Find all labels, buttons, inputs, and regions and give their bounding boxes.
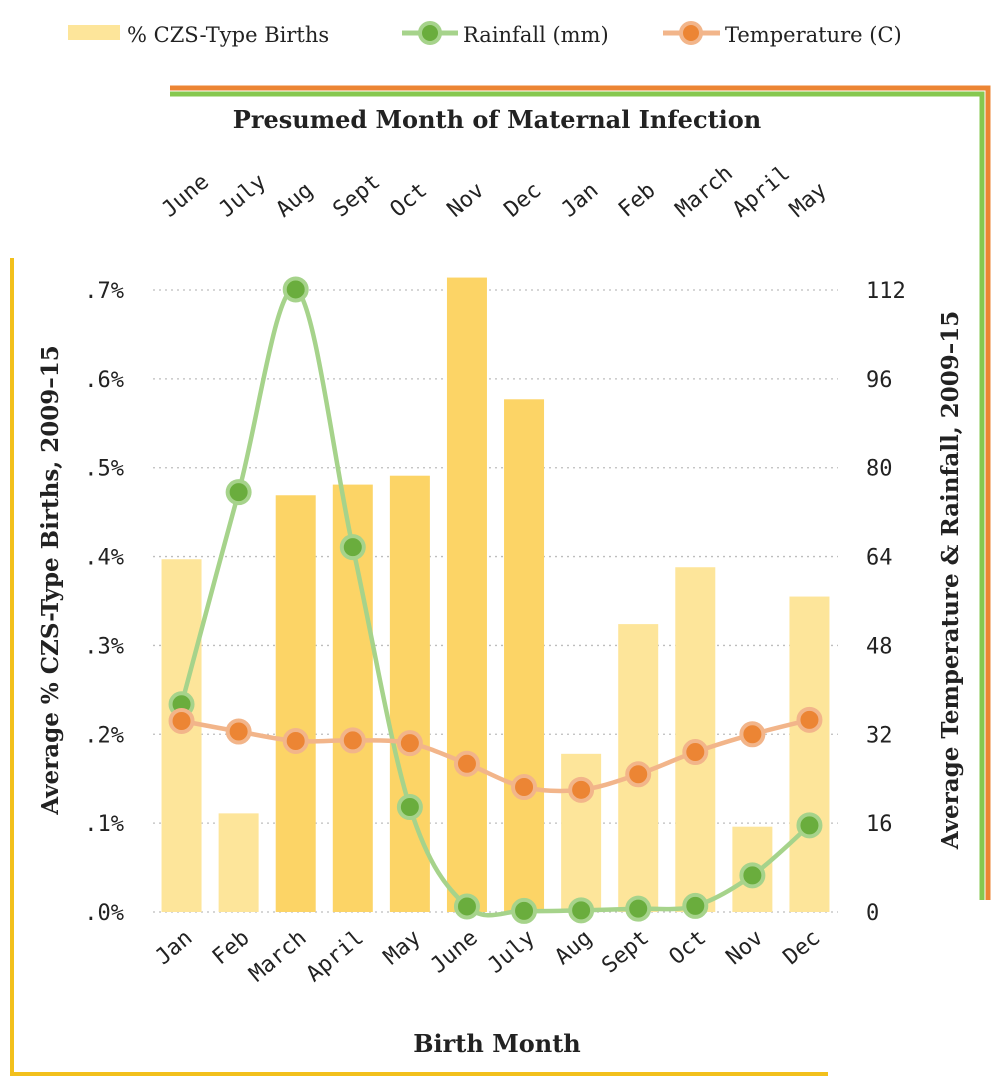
top-tick-label: Nov: [443, 178, 490, 223]
top-tick-label: March: [671, 161, 738, 223]
x-tick-label: Sept: [597, 925, 654, 978]
top-bracket: [170, 85, 991, 900]
bar-jan: [161, 559, 202, 912]
rainfall-point-aug: [568, 897, 595, 924]
x-tick-label: Aug: [550, 925, 597, 970]
temperature-point-may: [396, 730, 423, 757]
temperature-point-oct: [682, 739, 709, 766]
left-tick-label: .2%: [84, 723, 124, 748]
x-tick-label: April: [302, 925, 369, 987]
temperature-point-april: [339, 727, 366, 754]
temperature-point-sept: [625, 761, 652, 788]
temperature-point-feb: [225, 718, 252, 745]
bar-june: [446, 277, 487, 912]
left-axis-title: Average % CZS-Type Births, 2009–15: [37, 345, 64, 816]
x-tick-label: Jan: [151, 925, 198, 970]
left-axis-ticks: .0% .1% .2% .3% .4% .5% .6% .7%: [84, 279, 124, 926]
right-tick-label: 48: [866, 634, 893, 659]
right-tick-label: 80: [866, 457, 893, 482]
right-tick-label: 32: [866, 723, 893, 748]
top-tick-label: Sept: [329, 169, 386, 222]
rainfall-point-oct: [682, 892, 709, 919]
top-tick-label: May: [785, 178, 832, 223]
left-tick-label: .4%: [84, 546, 124, 571]
bar-feb: [218, 813, 259, 912]
right-tick-label: 0: [866, 901, 879, 926]
rainfall-point-april: [339, 534, 366, 561]
top-axis-title: Presumed Month of Maternal Infection: [233, 105, 761, 134]
temperature-point-aug: [568, 776, 595, 803]
legend-births-swatch: [68, 25, 120, 40]
gridlines: [153, 289, 838, 913]
left-tick-label: .0%: [84, 901, 124, 926]
right-tick-label: 16: [866, 812, 893, 837]
top-axis-ticks: June July Aug Sept Oct Nov Dec Jan Feb MarchApril…: [157, 161, 831, 223]
temperature-point-dec: [796, 706, 823, 733]
rainfall-point-march: [282, 276, 309, 303]
top-tick-label: Jan: [557, 178, 604, 223]
left-tick-label: .7%: [84, 279, 124, 304]
left-tick-label: .1%: [84, 812, 124, 837]
right-tick-label: 64: [866, 546, 893, 571]
rainfall-point-july: [511, 897, 538, 924]
temperature-point-nov: [739, 721, 766, 748]
x-tick-label: June: [426, 925, 483, 978]
top-tick-label: Dec: [500, 178, 547, 223]
x-tick-label: May: [379, 925, 426, 970]
rainfall-point-june: [453, 893, 480, 920]
bar-july: [504, 399, 545, 912]
x-tick-label: March: [245, 925, 312, 987]
x-tick-label: Nov: [722, 925, 769, 970]
legend-births-label: % CZS-Type Births: [127, 23, 329, 47]
left-tick-label: .6%: [84, 368, 124, 393]
bars: [161, 277, 830, 912]
rainfall-point-may: [396, 794, 423, 821]
temperature-point-jan: [168, 707, 195, 734]
right-tick-label: 112: [866, 279, 906, 304]
right-axis-ticks: 0 16 32 48 64 80 96 112: [866, 279, 906, 926]
legend-temperature-marker: [679, 21, 703, 45]
legend-temperature-label: Temperature (C): [725, 23, 902, 47]
rainfall-point-sept: [625, 895, 652, 922]
x-tick-label: Dec: [779, 925, 826, 970]
top-tick-label: April: [728, 161, 795, 223]
top-tick-label: Feb: [614, 178, 661, 223]
legend-rainfall-label: Rainfall (mm): [463, 23, 609, 47]
right-tick-label: 96: [866, 368, 893, 393]
bottom-bracket: [10, 258, 828, 1076]
x-axis-title: Birth Month: [413, 1029, 581, 1058]
x-tick-label: Oct: [665, 925, 712, 970]
rainfall-point-dec: [796, 812, 823, 839]
bar-dec: [789, 596, 830, 912]
top-tick-label: June: [157, 169, 214, 222]
right-axis-title: Average Temperature & Rainfall, 2009–15: [937, 311, 964, 851]
top-tick-label: Aug: [271, 178, 318, 223]
series-points: [168, 276, 823, 924]
temperature-point-june: [453, 750, 480, 777]
rainfall-point-nov: [739, 862, 766, 889]
top-tick-label: Oct: [386, 178, 433, 223]
temperature-point-july: [511, 774, 538, 801]
left-tick-label: .5%: [84, 457, 124, 482]
legend-rainfall-marker: [418, 21, 442, 45]
x-tick-label: Feb: [208, 925, 255, 970]
bar-march: [275, 495, 316, 912]
temperature-point-march: [282, 727, 309, 754]
legend: % CZS-Type Births Rainfall (mm) Temperat…: [68, 21, 902, 47]
left-tick-label: .3%: [84, 634, 124, 659]
x-tick-label: July: [483, 925, 540, 978]
top-tick-label: July: [214, 169, 271, 222]
rainfall-point-feb: [225, 479, 252, 506]
